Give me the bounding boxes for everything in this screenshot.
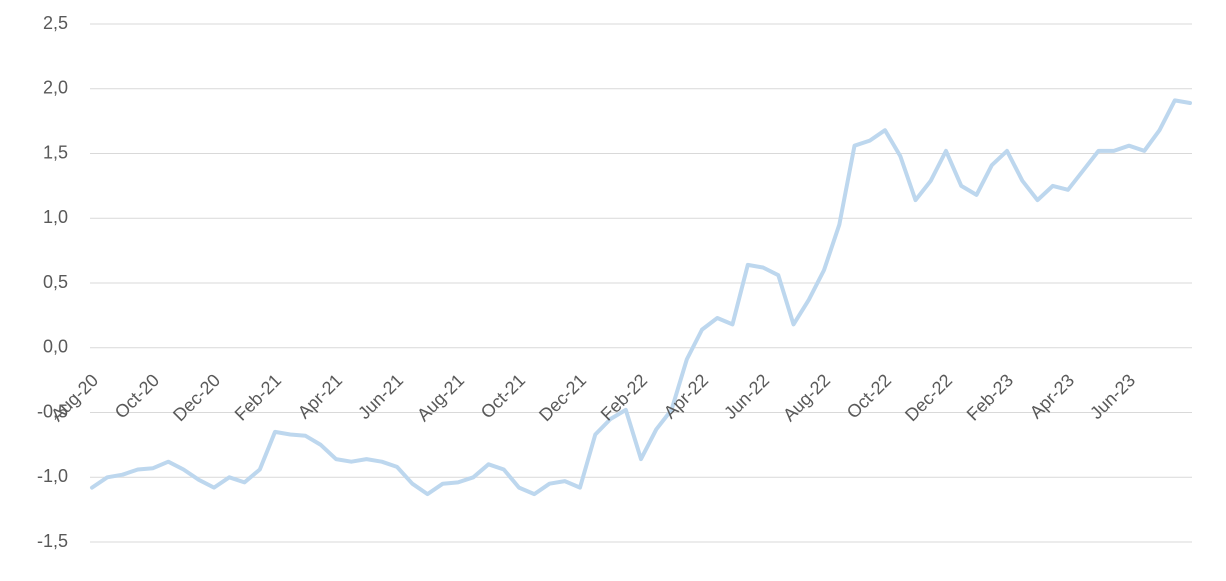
x-tick-label: Feb-23	[963, 370, 1017, 424]
x-tick-label: Oct-22	[843, 370, 895, 422]
y-tick-label: 2,5	[43, 13, 68, 33]
y-tick-label: 1,0	[43, 207, 68, 227]
y-tick-label: 0,5	[43, 272, 68, 292]
y-tick-label: 0,0	[43, 337, 68, 357]
x-tick-label: Apr-21	[294, 370, 346, 422]
x-tick-label: Apr-23	[1026, 370, 1078, 422]
x-tick-label: Apr-22	[660, 370, 712, 422]
x-tick-label: Feb-22	[597, 370, 651, 424]
x-tick-label: Oct-20	[111, 370, 163, 422]
x-tick-label: Feb-21	[231, 370, 285, 424]
x-tick-label: Dec-22	[901, 370, 956, 425]
y-tick-label: 2,0	[43, 78, 68, 98]
data-line	[90, 98, 1192, 497]
y-tick-label: -1,0	[37, 466, 68, 486]
x-tick-label: Dec-21	[535, 370, 590, 425]
x-tick-label: Oct-21	[477, 370, 529, 422]
x-tick-label: Jun-22	[720, 370, 773, 423]
x-tick-label: Aug-20	[47, 370, 102, 425]
x-tick-label: Aug-21	[413, 370, 468, 425]
y-tick-label: 1,5	[43, 142, 68, 162]
y-tick-label: -1,5	[37, 531, 68, 551]
y-tick-label: -0,5	[37, 401, 68, 421]
x-tick-label: Jun-21	[354, 370, 407, 423]
x-tick-label: Jun-23	[1086, 370, 1139, 423]
x-tick-label: Dec-20	[169, 370, 224, 425]
x-tick-label: Aug-22	[779, 370, 834, 425]
